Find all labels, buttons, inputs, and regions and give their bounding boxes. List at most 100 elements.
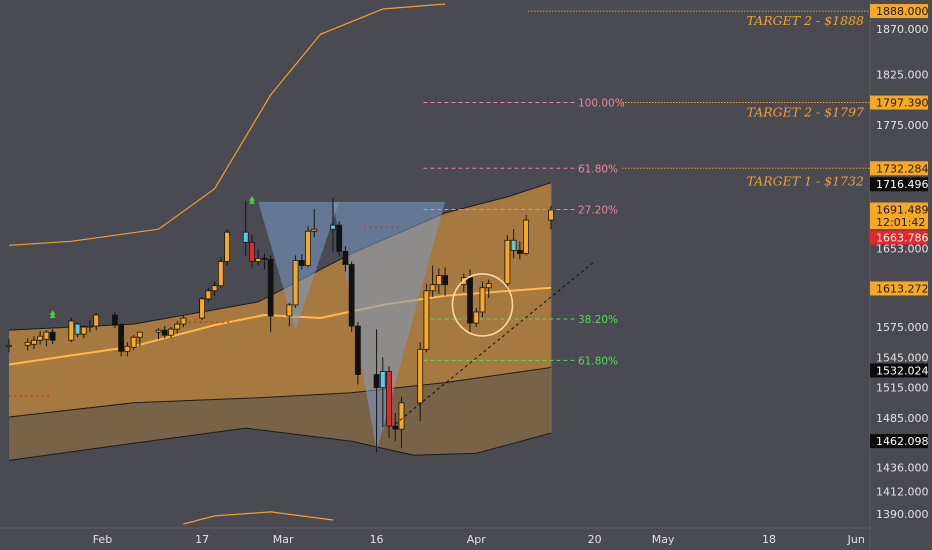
price-tick-label: 1515.000 bbox=[876, 382, 929, 395]
fib-label-1: 100.00% bbox=[578, 98, 625, 110]
candle[interactable] bbox=[37, 331, 44, 345]
candle[interactable] bbox=[136, 331, 143, 347]
candle[interactable] bbox=[373, 329, 380, 453]
price-label-bg bbox=[870, 434, 928, 449]
candle[interactable] bbox=[442, 267, 449, 296]
candle[interactable] bbox=[336, 221, 343, 257]
price-label: 1888.000 bbox=[870, 4, 929, 19]
candle[interactable] bbox=[155, 328, 162, 340]
candle[interactable] bbox=[485, 279, 492, 298]
candle[interactable] bbox=[379, 357, 386, 428]
candle[interactable] bbox=[261, 253, 268, 270]
candle-body bbox=[342, 250, 349, 265]
candle[interactable] bbox=[423, 283, 430, 353]
candle[interactable] bbox=[49, 329, 56, 345]
candle[interactable] bbox=[255, 249, 262, 266]
candle[interactable] bbox=[267, 255, 274, 333]
candle[interactable] bbox=[224, 229, 230, 266]
price-label: 1691.489 bbox=[870, 202, 929, 217]
candle[interactable] bbox=[130, 335, 137, 351]
candle[interactable] bbox=[342, 246, 349, 272]
candle[interactable] bbox=[242, 200, 249, 257]
candle-body bbox=[261, 258, 268, 260]
candle-body bbox=[93, 314, 100, 327]
candle[interactable] bbox=[467, 269, 473, 333]
time-axis[interactable]: Feb 17 Mar 16 Apr 20 May 18 Jun bbox=[0, 527, 870, 546]
candle-body bbox=[130, 336, 137, 348]
candle[interactable] bbox=[286, 302, 293, 327]
price-label: 1732.284 bbox=[870, 161, 929, 176]
time-tick-label: 17 bbox=[195, 533, 209, 546]
candle-body bbox=[224, 231, 230, 262]
candle-body bbox=[161, 329, 168, 336]
price-tick-label: 1545.000 bbox=[876, 351, 929, 364]
price-label-bg bbox=[870, 4, 928, 19]
candle[interactable] bbox=[118, 323, 125, 357]
candle[interactable] bbox=[124, 342, 131, 357]
candle[interactable] bbox=[429, 265, 436, 297]
candle[interactable] bbox=[249, 235, 255, 268]
candle[interactable] bbox=[305, 226, 311, 268]
candle-body bbox=[24, 341, 31, 346]
time-tick-label: May bbox=[652, 533, 675, 546]
candle[interactable] bbox=[87, 320, 93, 333]
candle[interactable] bbox=[292, 255, 299, 308]
candle-body bbox=[442, 275, 449, 286]
target-label-3: TARGET 1 - $1732 bbox=[747, 173, 864, 188]
candle[interactable] bbox=[479, 281, 486, 318]
candle[interactable] bbox=[330, 197, 336, 252]
candle[interactable] bbox=[417, 342, 424, 422]
candle[interactable] bbox=[43, 330, 50, 347]
candle[interactable] bbox=[112, 311, 118, 329]
outer-band-fill bbox=[9, 367, 551, 461]
candle[interactable] bbox=[354, 322, 361, 385]
candle-body bbox=[80, 326, 87, 335]
candle-body bbox=[305, 230, 311, 266]
candle[interactable] bbox=[199, 296, 206, 321]
price-label-text: 1663.786 bbox=[876, 231, 929, 244]
candle[interactable] bbox=[174, 321, 181, 334]
triangle-1 bbox=[258, 201, 340, 331]
candle[interactable] bbox=[348, 261, 355, 333]
candle[interactable] bbox=[473, 307, 480, 328]
fib-label-5: 61.80% bbox=[578, 355, 618, 367]
candle[interactable] bbox=[74, 322, 81, 338]
candle[interactable] bbox=[6, 339, 12, 353]
candle[interactable] bbox=[311, 208, 318, 238]
candle[interactable] bbox=[211, 281, 218, 296]
candle[interactable] bbox=[548, 205, 554, 230]
candle[interactable] bbox=[510, 229, 517, 259]
candle[interactable] bbox=[386, 366, 392, 439]
candle-body bbox=[510, 239, 517, 251]
candle[interactable] bbox=[205, 287, 212, 302]
candle[interactable] bbox=[298, 254, 305, 270]
price-label-bg bbox=[870, 161, 928, 176]
candle[interactable] bbox=[504, 235, 511, 290]
candle[interactable] bbox=[523, 215, 529, 256]
candle-body bbox=[112, 314, 118, 326]
candle[interactable] bbox=[161, 326, 168, 339]
candle[interactable] bbox=[80, 325, 87, 339]
candle-body bbox=[211, 285, 218, 292]
candle[interactable] bbox=[392, 412, 399, 442]
candle[interactable] bbox=[516, 241, 523, 260]
price-label-text: 12:01:42 bbox=[876, 216, 925, 229]
candle-body bbox=[37, 335, 44, 341]
candle[interactable] bbox=[217, 257, 224, 288]
candle-body bbox=[417, 348, 424, 404]
time-tick-label: Jun bbox=[847, 533, 865, 546]
candle[interactable] bbox=[31, 336, 37, 350]
candle-body bbox=[516, 249, 523, 254]
candle[interactable] bbox=[398, 396, 405, 449]
candle[interactable] bbox=[93, 312, 100, 331]
candle[interactable] bbox=[168, 327, 174, 339]
candle-body bbox=[249, 241, 255, 262]
candle[interactable] bbox=[180, 314, 187, 328]
candle[interactable] bbox=[68, 318, 75, 343]
price-label: 12:01:42 bbox=[870, 215, 928, 230]
price-axis[interactable]: 1870.000 1825.000 1775.000 1653.000 1575.000… bbox=[869, 0, 929, 550]
price-tick-label: 1825.000 bbox=[876, 69, 929, 82]
candle[interactable] bbox=[435, 268, 442, 294]
candle[interactable] bbox=[24, 338, 31, 351]
